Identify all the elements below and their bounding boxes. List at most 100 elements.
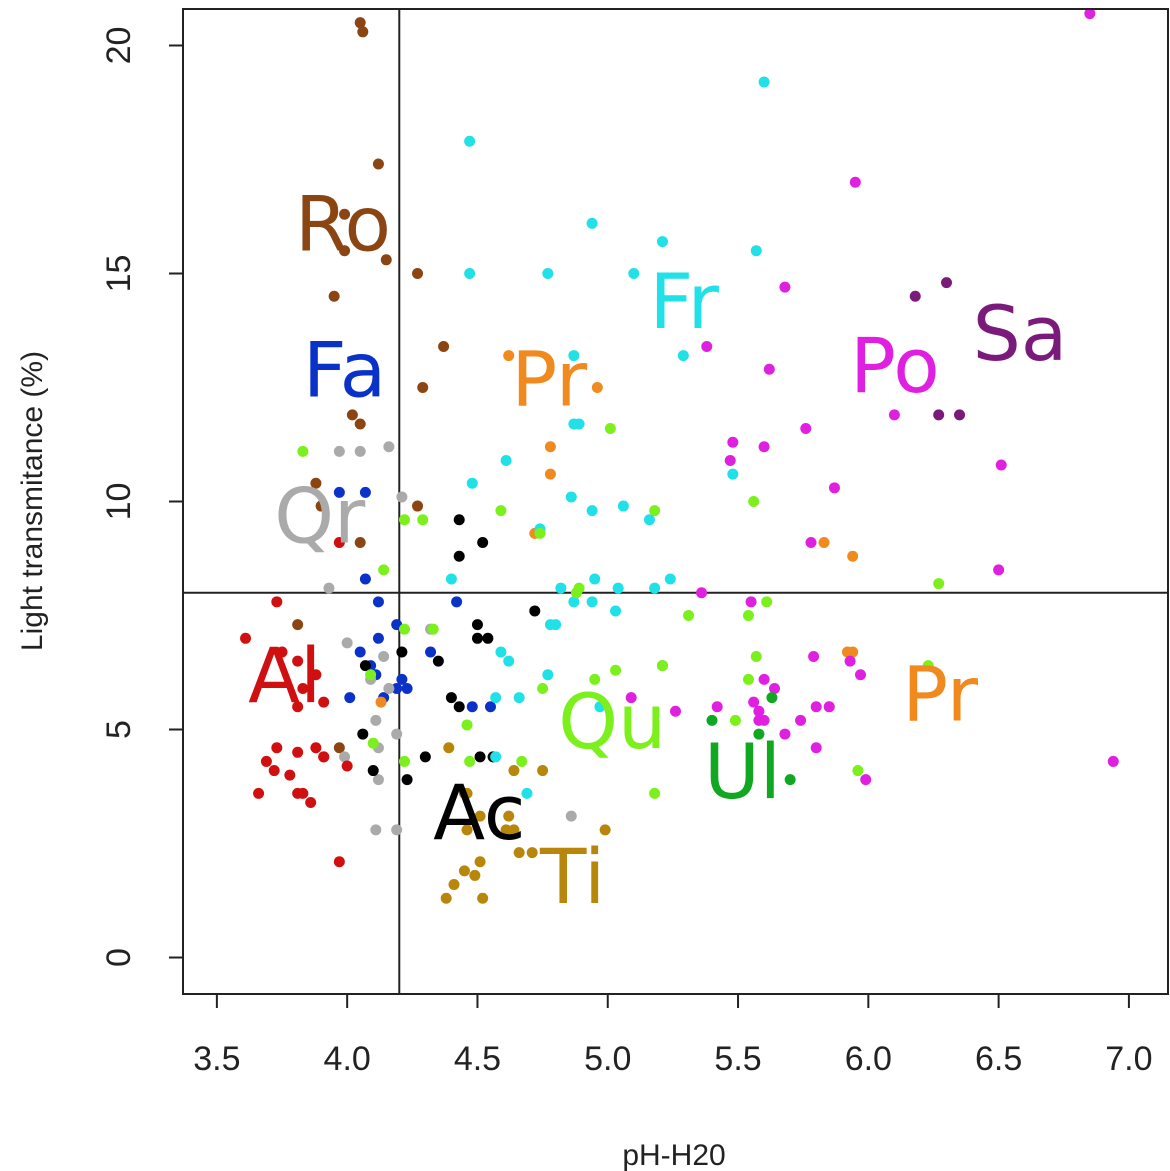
data-point-qr [339, 751, 351, 763]
data-point-ro [292, 619, 304, 631]
data-point-fr [649, 582, 661, 594]
data-point-qu [604, 423, 616, 435]
data-point-ac [474, 751, 486, 763]
data-point-ul [706, 714, 718, 726]
data-point-al [318, 751, 330, 763]
data-point-qu [427, 623, 439, 635]
y-axis-title: Light transmitance (%) [16, 351, 49, 651]
data-point-pr [818, 537, 830, 549]
data-point-al [260, 755, 272, 767]
y-tick-label: 5 [100, 720, 138, 739]
data-point-ro [417, 381, 429, 393]
data-point-ro [354, 418, 366, 430]
data-point-po [888, 409, 900, 421]
data-point-sa [954, 409, 966, 421]
data-point-ac [453, 514, 465, 526]
data-point-fr [464, 135, 476, 147]
y-tick-label: 0 [100, 948, 138, 967]
data-point-qu [750, 651, 762, 663]
data-point-fr [544, 619, 556, 631]
data-point-ro [315, 500, 327, 512]
data-point-fa [359, 486, 371, 498]
data-point-fr [568, 350, 580, 362]
data-point-al [297, 682, 309, 694]
data-point-al [253, 787, 265, 799]
data-point-po [995, 459, 1007, 471]
data-point-ti [508, 765, 520, 777]
data-point-qu [398, 514, 410, 526]
data-point-ti [474, 810, 486, 822]
data-point-ti [500, 824, 512, 836]
data-point-ac [453, 701, 465, 713]
data-point-fa [396, 673, 408, 685]
data-point-qr [370, 714, 382, 726]
group-label-pr: Pr [511, 335, 587, 424]
data-point-qr [391, 728, 403, 740]
data-point-ac [471, 619, 483, 631]
data-point-po [727, 436, 739, 448]
data-point-qu [922, 660, 934, 672]
x-axis-title: pH-H20 [622, 1139, 725, 1171]
data-point-fr [568, 418, 580, 430]
data-point-al [318, 696, 330, 708]
data-point-po [860, 774, 872, 786]
data-point-fr [610, 605, 622, 617]
data-point-qu [656, 660, 668, 672]
data-point-al [271, 596, 283, 608]
data-point-qu [852, 765, 864, 777]
data-point-fr [594, 701, 606, 713]
group-label-ti: Ti [539, 832, 605, 921]
data-point-ti [461, 824, 473, 836]
data-point-fr [503, 655, 515, 667]
data-point-qu [748, 496, 760, 507]
data-point-al [292, 701, 304, 713]
data-point-ac [529, 605, 541, 617]
data-point-po [625, 692, 637, 704]
data-point-pr [544, 441, 556, 453]
data-point-po [795, 714, 807, 726]
group-label-fa: Fa [303, 326, 386, 415]
data-point-fa [354, 646, 366, 658]
data-point-ul [753, 728, 765, 740]
data-point-po [670, 705, 681, 717]
data-point-fr [643, 514, 655, 526]
data-point-ro [339, 208, 351, 220]
data-point-ac [359, 660, 371, 672]
group-label-po: Po [850, 321, 940, 410]
y-tick-label: 20 [100, 27, 138, 65]
data-point-sa [933, 409, 945, 421]
data-point-ul [784, 774, 796, 786]
data-point-ac [482, 632, 494, 644]
data-point-po [758, 714, 770, 726]
group-label-fr: Fr [649, 257, 719, 346]
data-point-po [758, 441, 770, 453]
data-point-ro [438, 340, 450, 352]
data-point-po [758, 673, 770, 685]
data-point-fr [589, 573, 601, 585]
data-point-ac [477, 537, 489, 549]
data-point-qu [398, 623, 410, 635]
data-point-ac [419, 751, 431, 763]
data-point-qu [516, 755, 528, 767]
data-point-al [276, 646, 288, 658]
data-point-po [779, 281, 791, 293]
x-tick-label: 4.0 [324, 1040, 371, 1078]
data-point-ro [354, 537, 366, 549]
data-point-ti [526, 847, 538, 859]
data-point-ro [346, 409, 358, 421]
data-point-qu [378, 564, 390, 576]
data-point-fa [372, 632, 384, 644]
data-point-ti [458, 865, 470, 877]
data-point-al [284, 769, 296, 781]
data-point-ro [310, 477, 322, 489]
data-point-qu [365, 669, 377, 681]
data-point-po [753, 705, 765, 717]
data-point-ro [372, 158, 384, 170]
data-point-ti [448, 879, 460, 891]
data-point-al [292, 746, 304, 758]
data-point-fa [372, 596, 384, 608]
data-point-fr [565, 491, 577, 503]
data-point-qu [761, 596, 773, 608]
x-tick-label: 7.0 [1105, 1040, 1152, 1078]
